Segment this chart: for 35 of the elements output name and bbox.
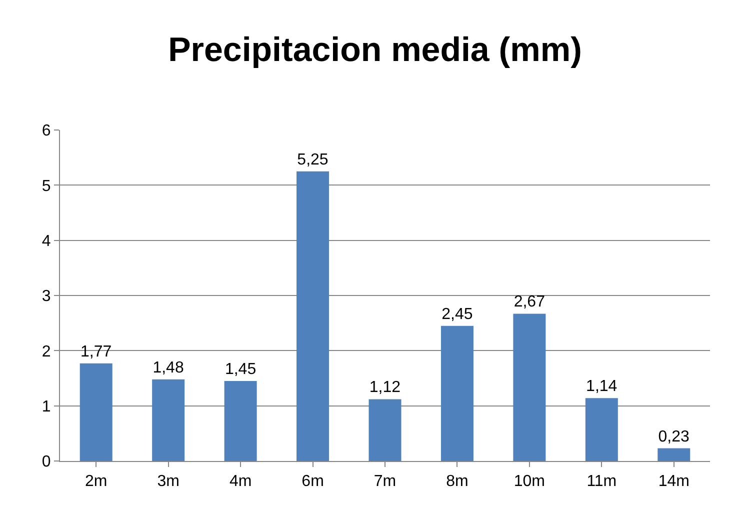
y-tick-label: 4 (42, 232, 51, 250)
y-tick-label: 6 (42, 122, 51, 140)
data-label: 1,48 (152, 359, 184, 376)
bar (80, 363, 112, 461)
bar (440, 326, 474, 461)
x-tick-label: 2m (84, 473, 108, 490)
bar (296, 171, 330, 461)
data-label: 2,45 (442, 306, 473, 323)
bar (585, 398, 618, 461)
x-tick-label: 7m (374, 473, 396, 490)
bar (658, 448, 690, 461)
bar (224, 381, 257, 461)
y-tick-label: 5 (42, 178, 51, 195)
data-label: 1,12 (369, 379, 401, 396)
x-tick-label: 11m (586, 473, 617, 490)
data-label: 1,45 (224, 361, 256, 378)
x-tick-label: 3m (157, 473, 180, 490)
bar (513, 314, 546, 461)
x-tick-label: 10m (514, 473, 546, 490)
data-label: 0,23 (658, 428, 690, 446)
x-tick-label: 8m (446, 473, 468, 490)
data-label: 2,67 (514, 294, 546, 311)
y-tick-label: 0 (42, 454, 51, 471)
chart-title: Precipitacion media (mm) (168, 30, 582, 69)
y-tick-label: 2 (42, 343, 51, 360)
x-tick-label: 14m (658, 473, 690, 490)
x-tick-label: 6m (302, 473, 324, 490)
data-label: 5,25 (297, 151, 328, 168)
bar (152, 379, 185, 461)
x-tick-label: 4m (229, 473, 252, 490)
bar (368, 399, 402, 461)
data-label: 1,77 (80, 343, 112, 360)
y-tick-label: 1 (42, 398, 51, 416)
data-label: 1,14 (586, 378, 618, 396)
y-tick-label: 3 (42, 288, 51, 306)
